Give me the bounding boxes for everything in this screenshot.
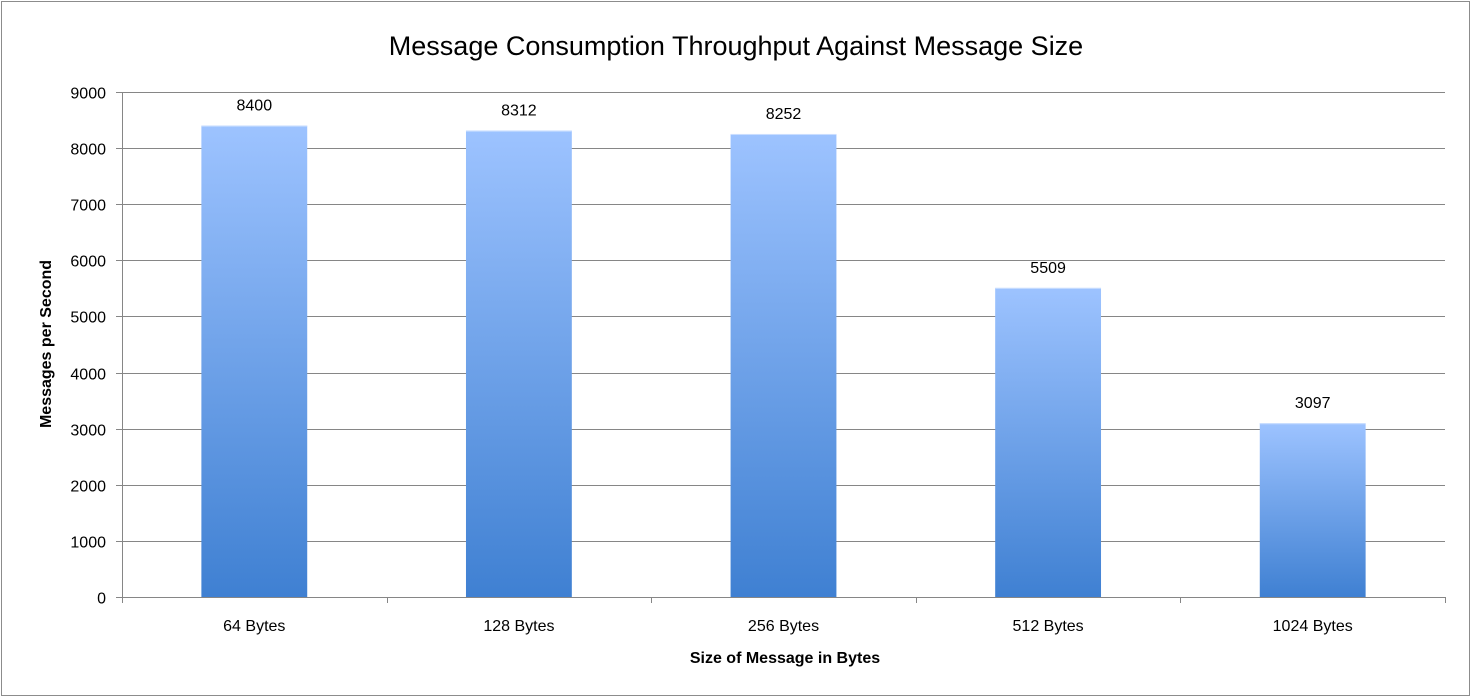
y-tick-label: 0 — [97, 591, 106, 608]
data-label: 8400 — [237, 98, 273, 115]
bar-64-bytes — [201, 125, 308, 598]
y-tick-label: 4000 — [70, 367, 106, 384]
data-label: 3097 — [1295, 395, 1331, 412]
y-tick-label: 9000 — [70, 86, 106, 103]
data-label: 5509 — [1030, 260, 1066, 277]
x-tick-label: 512 Bytes — [1013, 618, 1084, 635]
x-tick-label: 256 Bytes — [748, 618, 819, 635]
y-axis-title: Messages per Second — [38, 260, 55, 428]
x-axis-title: Size of Message in Bytes — [690, 650, 880, 667]
axis-layer — [116, 92, 1446, 603]
bar-512-bytes — [995, 287, 1102, 597]
bar-1024-bytes — [1259, 423, 1366, 597]
chart-title: Message Consumption Throughput Against M… — [389, 31, 1083, 61]
data-label: 8312 — [501, 103, 537, 120]
y-tick-label: 8000 — [70, 142, 106, 159]
y-tick-label: 5000 — [70, 310, 106, 327]
bar-128-bytes — [465, 130, 572, 598]
y-tick-label: 1000 — [70, 535, 106, 552]
x-tick-label: 128 Bytes — [483, 618, 554, 635]
data-label: 8252 — [766, 106, 802, 123]
y-tick-label: 3000 — [70, 423, 106, 440]
bar-layer — [201, 125, 1366, 598]
bar-256-bytes — [730, 133, 837, 597]
label-layer: 0 1000 2000 3000 4000 5000 6000 7000 8000 9000 840… — [70, 86, 1352, 636]
x-tick-label: 64 Bytes — [223, 618, 285, 635]
y-tick-label: 6000 — [70, 254, 106, 271]
y-tick-label: 2000 — [70, 479, 106, 496]
y-tick-label: 7000 — [70, 198, 106, 215]
x-tick-label: 1024 Bytes — [1273, 618, 1353, 635]
